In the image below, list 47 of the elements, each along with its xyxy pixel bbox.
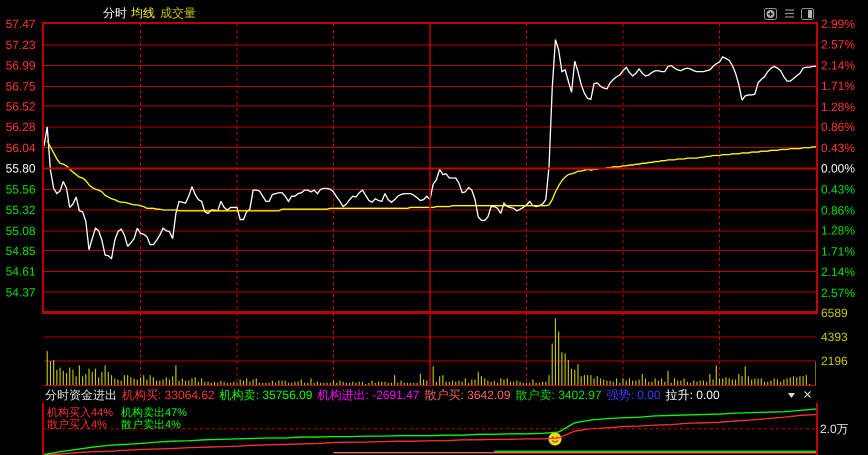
y2-tick-label: 2.57% — [821, 286, 856, 300]
legend-label: 强势: 0.00 — [606, 388, 661, 402]
text: 散户买: 3642.09 — [424, 388, 511, 402]
y2-tick-label: 0.43% — [821, 140, 856, 155]
chart-title: 分时资金进出 — [45, 388, 117, 402]
y2-tick-label: 0.86% — [821, 203, 856, 218]
y2-tick-label: 2.14% — [821, 265, 856, 280]
y2-tick-label: 2.99% — [821, 17, 856, 32]
y-tick-label: 55.80 — [6, 162, 36, 176]
annotation: 机构买入44% — [47, 407, 114, 419]
text: 散户卖: 3402.97 — [516, 388, 602, 402]
y2-tick-label: 2196 — [821, 354, 848, 368]
annotation: 散户买入4% — [47, 419, 108, 431]
y-tick-label: 54.85 — [6, 244, 36, 258]
y-tick-label: 56.99 — [6, 58, 36, 73]
y2-tick-label: 0.43% — [821, 182, 856, 196]
y-tick-label: 54.37 — [6, 285, 36, 300]
annotation: 机构卖出47% — [121, 407, 188, 419]
y-tick-label: 55.56 — [6, 182, 36, 196]
legend-label: 机构进出: -2691.47 — [317, 388, 420, 402]
y2-tick-label: 2.14% — [821, 58, 856, 72]
y-tick-label: 56.75 — [6, 80, 36, 94]
y-tick-label: 57.23 — [6, 38, 36, 52]
y2-tick-label: 2.57% — [821, 38, 856, 52]
y2-tick-label: 0.86% — [821, 120, 856, 134]
y2-tick-label: 4393 — [821, 330, 848, 344]
y2-tick-label: 1.71% — [821, 79, 856, 94]
y2-tick-label: 1.71% — [821, 244, 856, 258]
y-tick-label: 56.04 — [6, 140, 36, 155]
y-tick-label: 54.61 — [6, 264, 36, 279]
text: 均线 — [131, 6, 155, 20]
y-tick-label: 57.47 — [6, 17, 36, 32]
y2-tick-label: 0.00% — [821, 162, 856, 176]
ref-line-label: 2.0万 — [820, 422, 849, 436]
y2-tick-label: 6589 — [821, 306, 848, 320]
y2-tick-label: 1.28% — [821, 100, 856, 114]
y-tick-label: 55.32 — [6, 203, 36, 218]
annotation: 散户卖出4% — [121, 419, 182, 431]
y2-tick-label: 1.28% — [821, 224, 856, 238]
text: 成交量 — [160, 6, 196, 20]
y-tick-label: 56.52 — [6, 99, 36, 114]
y-tick-label: 55.08 — [6, 224, 36, 238]
legend-label: 拉升: 0.00 — [666, 388, 720, 402]
y-tick-label: 56.28 — [6, 120, 36, 134]
text: 分时 — [103, 6, 127, 20]
text: 机构卖: 35756.09 — [220, 388, 312, 402]
text: 机构买: 33064.62 — [122, 388, 215, 402]
